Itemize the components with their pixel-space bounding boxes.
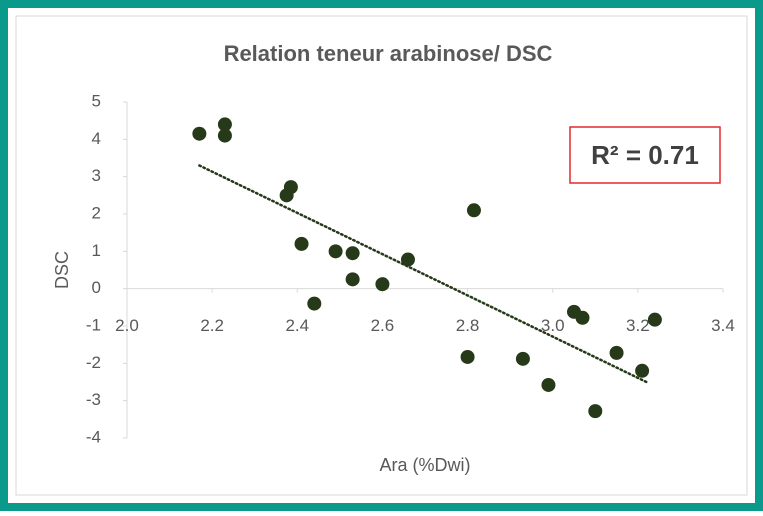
chart-title: Relation teneur arabinose/ DSC [224, 41, 553, 66]
y-tick-label: -3 [86, 390, 101, 409]
y-tick-label: 5 [92, 91, 101, 110]
point [307, 296, 322, 311]
point [400, 252, 415, 267]
plot-area [15, 15, 748, 496]
point [575, 310, 590, 325]
x-tick-label: 2.6 [371, 316, 395, 335]
annotation: R² = 0.71 [591, 140, 699, 170]
x-tick-label: 2.8 [456, 316, 480, 335]
point [466, 203, 481, 218]
y-tick-label: -4 [86, 427, 101, 446]
point [515, 351, 530, 366]
y-tick-label: 0 [92, 278, 101, 297]
point [217, 128, 232, 143]
x-tick-label: 2.2 [200, 316, 224, 335]
point [345, 272, 360, 287]
x-axis-label: Ara (%Dwi) [379, 455, 470, 475]
y-axis-label: DSC [52, 251, 72, 289]
y-tick-label: 3 [92, 166, 101, 185]
point [588, 404, 603, 419]
x-tick-label: 2.4 [285, 316, 309, 335]
point [294, 236, 309, 251]
point [328, 244, 343, 259]
y-tick-label: -1 [86, 315, 101, 334]
y-tick-label: 1 [92, 241, 101, 260]
x-tick-label: 3.4 [711, 316, 735, 335]
point [279, 188, 294, 203]
point [460, 349, 475, 364]
point [345, 246, 360, 261]
point [217, 117, 232, 132]
x-tick-label: 2.0 [115, 316, 139, 335]
y-tick-label: 4 [92, 129, 101, 148]
point [541, 377, 556, 392]
point [609, 345, 624, 360]
y-tick-label: -2 [86, 353, 101, 372]
annotation-box [569, 126, 721, 184]
point [375, 277, 390, 292]
x-tick-label: 3.0 [541, 316, 565, 335]
point [192, 126, 207, 141]
y-tick-label: 2 [92, 203, 101, 222]
point [635, 363, 650, 378]
x-tick-label: 3.2 [626, 316, 650, 335]
point [647, 312, 662, 327]
trendline [198, 164, 648, 384]
